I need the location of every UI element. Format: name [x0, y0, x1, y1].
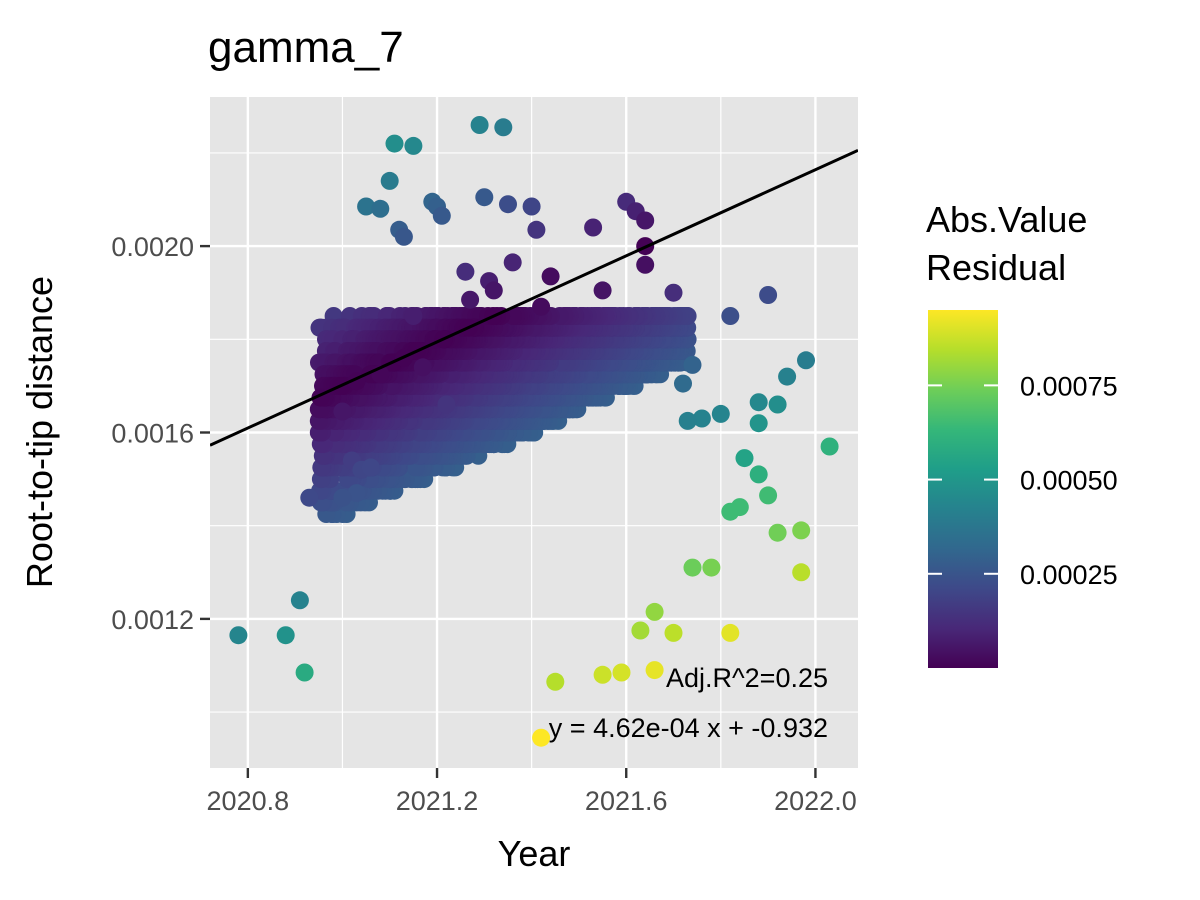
y-tick-label: 0.0016: [111, 419, 194, 449]
colorbar-ticks: 0.00025 0.00050 0.00075: [928, 371, 1118, 590]
data-point: [749, 465, 768, 484]
x-axis-title: Year: [498, 833, 571, 874]
data-point: [532, 297, 551, 316]
x-tick-label: 2022.0: [774, 786, 857, 816]
data-point: [711, 404, 730, 423]
data-point: [413, 358, 432, 377]
data-point: [759, 286, 778, 304]
data-point: [276, 626, 295, 645]
data-point: [735, 449, 754, 468]
data-point: [503, 253, 522, 272]
data-point: [636, 211, 655, 230]
data-point: [541, 267, 560, 286]
data-point: [792, 563, 811, 582]
chart-title: gamma_7: [208, 23, 404, 72]
data-point: [664, 283, 683, 302]
data-point: [792, 521, 811, 540]
data-point: [456, 262, 475, 281]
data-point: [584, 218, 603, 237]
x-tick-label: 2021.2: [396, 786, 479, 816]
data-point: [721, 502, 740, 521]
data-point: [494, 118, 513, 137]
y-axis-title: Root-to-tip distance: [19, 276, 60, 588]
data-point: [683, 558, 702, 577]
colorbar-tick-label: 0.00075: [1020, 371, 1118, 401]
data-point: [768, 523, 787, 542]
colorbar-tick-label: 0.00050: [1020, 466, 1118, 496]
data-point: [432, 206, 451, 225]
data-point: [300, 488, 319, 507]
data-point: [612, 663, 631, 682]
y-tick-label: 0.0020: [111, 232, 194, 262]
data-point: [768, 395, 787, 414]
data-point: [470, 116, 489, 134]
data-point: [522, 197, 541, 216]
data-point: [749, 393, 768, 412]
x-tick-label: 2020.8: [207, 786, 290, 816]
data-point: [664, 623, 683, 642]
data-point: [645, 661, 664, 680]
data-point: [404, 136, 423, 155]
data-point: [683, 355, 702, 374]
regression-line: [210, 148, 858, 447]
data-point: [820, 437, 839, 456]
data-point: [461, 290, 480, 309]
adj-r2-annotation: Adj.R^2=0.25: [666, 663, 828, 693]
data-point: [371, 199, 390, 218]
legend-title-line-1: Abs.Value: [926, 199, 1087, 240]
data-point: [484, 281, 503, 300]
x-axis: 2020.8 2021.2 2021.6 2022.0: [207, 768, 857, 816]
data-point: [593, 665, 612, 684]
colorbar: [928, 310, 998, 668]
colorbar-tick-label: 0.00025: [1020, 560, 1118, 590]
data-point: [702, 558, 721, 577]
data-point: [347, 484, 366, 503]
data-point: [295, 663, 314, 682]
data-point: [593, 281, 612, 300]
data-point: [797, 351, 815, 370]
data-point: [692, 409, 711, 428]
data-point: [645, 602, 664, 621]
data-point: [385, 134, 404, 153]
data-point: [721, 307, 740, 325]
data-point: [290, 591, 309, 610]
regression-equation-annotation: y = 4.62e-04 x + -0.932: [549, 713, 828, 743]
data-point: [357, 197, 376, 216]
data-point: [527, 220, 546, 239]
y-tick-label: 0.0012: [111, 605, 194, 635]
data-point: [778, 367, 797, 386]
data-point: [532, 728, 551, 747]
point-cloud: [309, 307, 697, 523]
scatter-points: [229, 116, 839, 747]
x-tick-label: 2021.6: [585, 786, 668, 816]
data-point: [380, 171, 399, 190]
data-point: [631, 621, 650, 640]
data-point: [333, 402, 352, 421]
data-point: [499, 195, 517, 214]
data-point: [361, 458, 380, 477]
data-point: [404, 307, 423, 325]
data-point: [749, 414, 768, 433]
data-point: [678, 411, 697, 430]
data-point: [229, 626, 248, 645]
legend-title-line-2: Residual: [926, 247, 1066, 288]
data-point: [546, 672, 565, 691]
data-point: [721, 623, 740, 642]
y-axis: 0.0012 0.0016 0.0020: [111, 232, 210, 635]
data-point: [333, 488, 352, 507]
data-point: [394, 227, 413, 246]
data-point: [437, 395, 456, 414]
data-point: [636, 255, 655, 274]
data-point: [475, 188, 494, 207]
data-point: [674, 374, 692, 393]
data-point: [759, 486, 778, 505]
